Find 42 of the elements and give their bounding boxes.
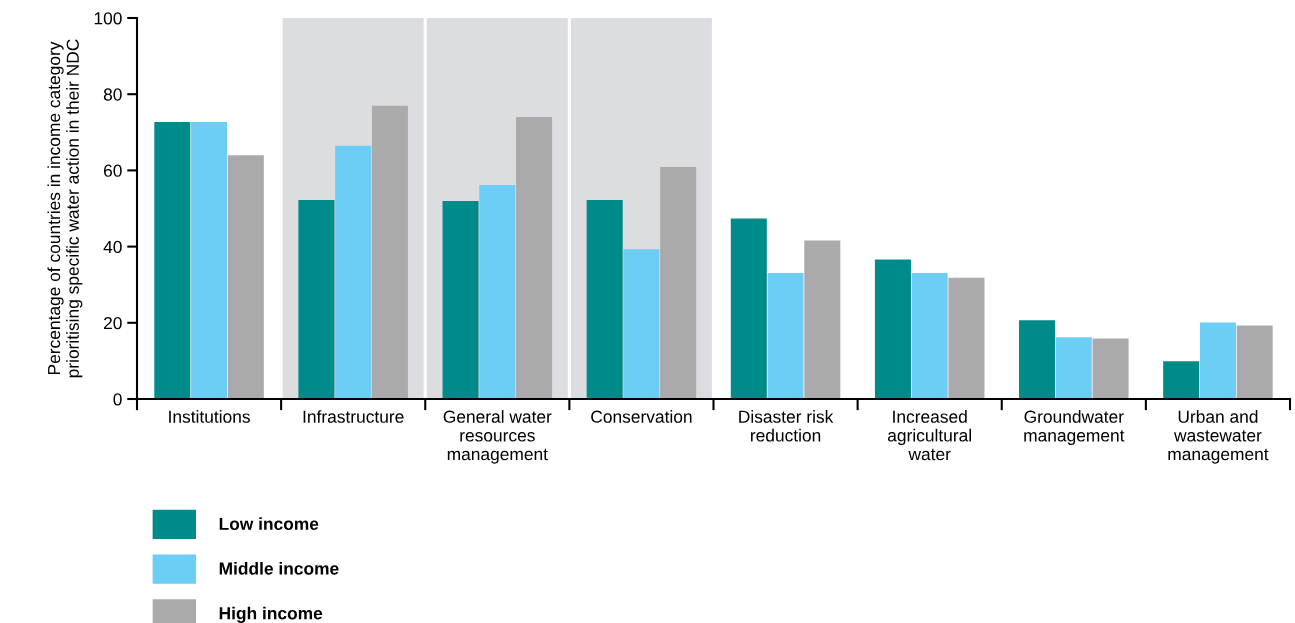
bar <box>730 218 767 399</box>
y-tick-label: 0 <box>113 393 122 406</box>
bar <box>1236 325 1273 399</box>
bar <box>191 122 228 399</box>
legend-label: Low income <box>219 517 319 531</box>
bar <box>227 155 264 399</box>
legend-label: High income <box>219 606 323 623</box>
bar <box>948 277 985 399</box>
bar <box>1199 322 1236 399</box>
x-tick-label: Increased agricultural water <box>887 410 971 461</box>
y-tick-label: 20 <box>103 316 122 330</box>
y-axis-title: Percentage of countries in income category prioritising specific water action in their NDC <box>47 39 83 378</box>
bar <box>1055 337 1092 399</box>
bar <box>804 240 841 399</box>
bar <box>586 200 623 399</box>
bar <box>298 200 335 399</box>
bar <box>1163 361 1200 399</box>
y-tick-label: 40 <box>103 240 122 254</box>
x-tick-label: Institutions <box>169 410 250 423</box>
bar <box>660 166 697 399</box>
x-tick-label: Urban and wastewater management <box>1168 410 1269 464</box>
x-tick-label: General water resources management <box>443 410 552 464</box>
bar <box>1092 338 1129 399</box>
y-tick-label: 60 <box>103 164 122 177</box>
bar <box>516 117 553 399</box>
bar <box>154 122 191 399</box>
bar <box>767 272 804 399</box>
x-tick-label: Disaster risk reduction <box>739 410 834 442</box>
y-tick-label: 100 <box>94 12 122 25</box>
x-tick-label: Conservation <box>591 410 692 423</box>
bar <box>479 184 516 399</box>
bar <box>1019 320 1056 399</box>
bar <box>911 272 948 399</box>
y-tick-label: 80 <box>103 88 122 101</box>
bar <box>371 105 408 399</box>
bar <box>874 259 911 399</box>
x-tick-label: Infrastructure <box>303 410 404 423</box>
bar <box>623 249 660 399</box>
x-tick-label: Groundwater management <box>1024 410 1125 445</box>
legend-label: Middle income <box>219 561 339 575</box>
bar <box>335 145 372 399</box>
bar <box>442 200 479 399</box>
